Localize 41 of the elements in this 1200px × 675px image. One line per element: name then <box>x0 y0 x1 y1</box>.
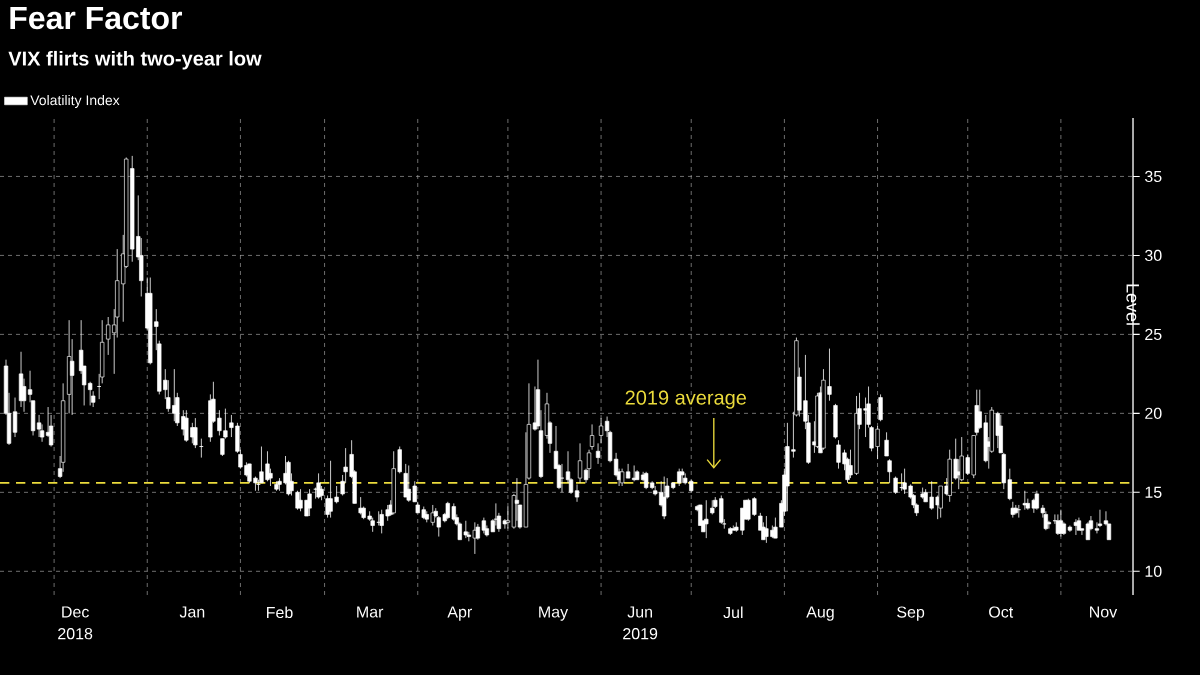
x-tick-label: Jul <box>723 606 743 619</box>
x-tick-label: Jan <box>179 606 205 618</box>
candlestick <box>295 490 300 511</box>
chart-subtitle: VIX flirts with two-year low <box>8 50 262 70</box>
legend-label: Volatility Index <box>30 94 120 108</box>
text: 2018 <box>58 628 93 640</box>
y-axis-title: Level <box>1126 284 1140 325</box>
candlestick <box>12 397 18 438</box>
y-tick-label: 25 <box>1145 328 1162 341</box>
x-tick-label: Jun <box>627 606 652 618</box>
candlestick <box>878 394 883 422</box>
x-tick-label: Mar <box>357 606 384 618</box>
x-tick-label: Apr <box>447 606 472 621</box>
candlestick <box>956 458 961 490</box>
y-tick-label: 20 <box>1145 407 1162 420</box>
candlestick <box>589 424 595 451</box>
candlestick <box>574 484 580 503</box>
y-tick-label: 30 <box>1145 249 1162 262</box>
y-tick-label: 15 <box>1145 486 1162 498</box>
y-tick-label: 35 <box>1145 170 1162 183</box>
candlestick <box>577 442 583 484</box>
candlestick <box>938 485 943 518</box>
candlestick <box>193 417 198 449</box>
text: 2019 <box>623 628 658 640</box>
candlestick <box>595 442 601 465</box>
candlestick <box>403 463 408 498</box>
candlestick <box>586 449 592 479</box>
x-tick-label: May <box>539 606 569 621</box>
candlestick <box>662 476 667 520</box>
x-tick-label: Sep <box>897 606 925 621</box>
x-tick-label: Dec <box>62 606 89 618</box>
x-tick-label: Oct <box>989 606 1014 618</box>
candlestick <box>887 458 892 484</box>
candlestick <box>884 431 889 457</box>
ref-line-label: 2019 average <box>625 390 747 409</box>
chart-title: Fear Factor <box>10 6 183 30</box>
x-tick-label: Nov <box>1090 606 1118 618</box>
x-tick-label: Aug <box>806 606 834 621</box>
candlestick <box>184 409 189 443</box>
y-tick-label: 10 <box>1145 565 1162 577</box>
x-tick-label: Feb <box>267 606 293 619</box>
